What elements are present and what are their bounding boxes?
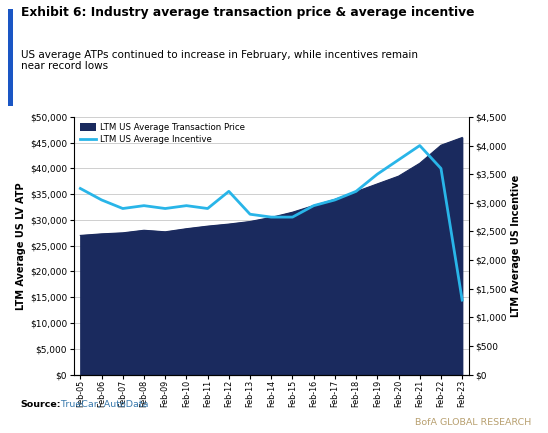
Legend: LTM US Average Transaction Price, LTM US Average Incentive: LTM US Average Transaction Price, LTM US… bbox=[78, 121, 247, 146]
Text: BofA GLOBAL RESEARCH: BofA GLOBAL RESEARCH bbox=[415, 417, 532, 427]
Text: Exhibit 6: Industry average transaction price & average incentive: Exhibit 6: Industry average transaction … bbox=[21, 6, 475, 19]
Y-axis label: LTM Average US LV ATP: LTM Average US LV ATP bbox=[16, 182, 26, 310]
Text: Source:: Source: bbox=[21, 400, 61, 409]
Text: TrueCar, AutoData: TrueCar, AutoData bbox=[58, 400, 149, 409]
Y-axis label: LTM Average US Incentive: LTM Average US Incentive bbox=[511, 174, 521, 317]
Text: US average ATPs continued to increase in February, while incentives remain
near : US average ATPs continued to increase in… bbox=[21, 50, 418, 71]
